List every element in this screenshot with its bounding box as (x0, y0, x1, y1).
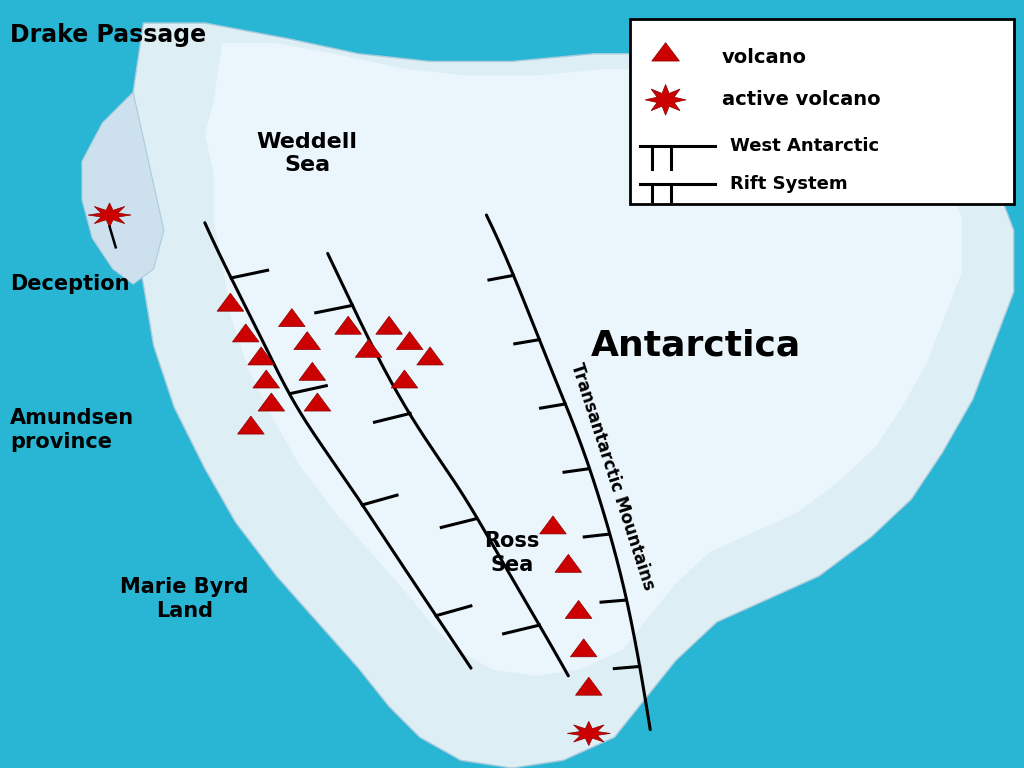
Polygon shape (567, 721, 610, 746)
Text: West Antarctic: West Antarctic (730, 137, 880, 155)
Polygon shape (248, 347, 274, 365)
Polygon shape (376, 316, 402, 334)
Polygon shape (253, 370, 280, 388)
Polygon shape (279, 309, 305, 326)
Polygon shape (391, 370, 418, 388)
Polygon shape (258, 393, 285, 411)
Polygon shape (205, 43, 963, 676)
Polygon shape (82, 92, 164, 284)
Polygon shape (238, 416, 264, 434)
Polygon shape (565, 601, 592, 618)
Polygon shape (555, 554, 582, 572)
Polygon shape (575, 677, 602, 695)
Polygon shape (88, 203, 131, 227)
Text: active volcano: active volcano (722, 91, 881, 109)
Text: Drake Passage: Drake Passage (10, 23, 207, 47)
Polygon shape (232, 324, 259, 342)
Polygon shape (299, 362, 326, 380)
Polygon shape (355, 339, 382, 357)
Text: Weddell
Sea: Weddell Sea (257, 132, 357, 175)
Text: Amundsen
province: Amundsen province (10, 409, 134, 452)
Text: Deception: Deception (10, 274, 130, 294)
Polygon shape (540, 516, 566, 534)
Polygon shape (396, 332, 423, 349)
Text: Antarctica: Antarctica (591, 329, 802, 362)
Text: Rift System: Rift System (730, 175, 848, 194)
Polygon shape (335, 316, 361, 334)
FancyBboxPatch shape (630, 19, 1014, 204)
Polygon shape (304, 393, 331, 411)
Text: Ross
Sea: Ross Sea (484, 531, 540, 574)
Polygon shape (123, 23, 1014, 768)
Polygon shape (570, 639, 597, 657)
Text: volcano: volcano (722, 48, 807, 67)
Polygon shape (652, 43, 680, 61)
Text: Marie Byrd
Land: Marie Byrd Land (120, 578, 249, 621)
Polygon shape (217, 293, 244, 311)
Polygon shape (645, 84, 686, 115)
Polygon shape (294, 332, 321, 349)
Polygon shape (417, 347, 443, 365)
Text: Transantarctic Mountains: Transantarctic Mountains (567, 360, 657, 592)
